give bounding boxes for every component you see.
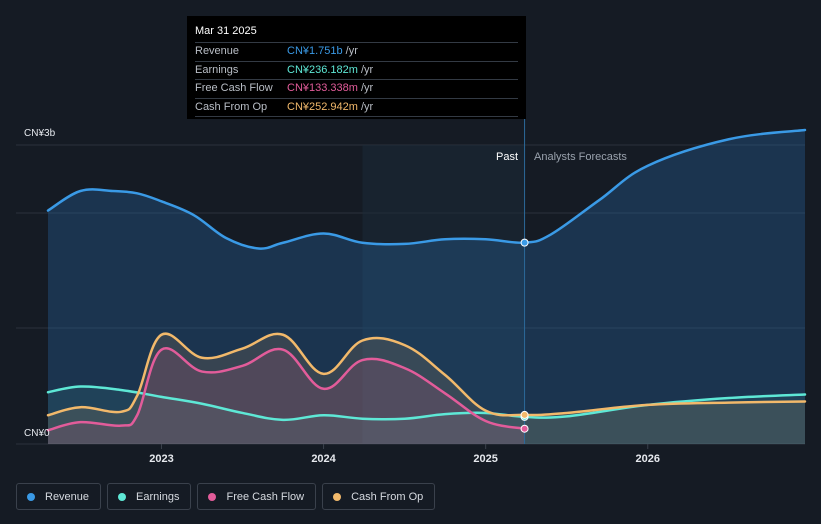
free-cash-flow-marker — [520, 424, 529, 433]
tooltip-label: Earnings — [195, 63, 239, 76]
legend-label: Free Cash Flow — [226, 490, 305, 503]
past-highlight-band — [362, 145, 525, 444]
cash-from-op-area — [48, 333, 805, 444]
tooltip-row-free-cash-flow: Free Cash Flow CN¥133.338m /yr — [195, 80, 518, 99]
x-tick-label: 2026 — [636, 453, 660, 465]
tooltip-label: Free Cash Flow — [195, 82, 273, 94]
legend-item-cash-from-op[interactable]: Cash From Op — [322, 483, 436, 510]
revenue-dot-icon — [27, 492, 35, 501]
free-cash-flow-area — [48, 348, 525, 444]
legend-item-earnings[interactable]: Earnings — [107, 483, 192, 510]
series-lines — [46, 128, 807, 432]
tooltip-value: CN¥236.182m — [287, 63, 358, 76]
tooltip-label: Cash From Op — [195, 100, 268, 113]
series-areas — [48, 130, 805, 445]
free-cash-flow-dot-icon — [208, 492, 217, 501]
y-axis-top-label: CN¥3b — [24, 128, 56, 139]
tooltip-row-revenue: Revenue CN¥1.751b /yr — [195, 43, 518, 62]
x-tick-label: 2024 — [311, 453, 336, 465]
tooltip-unit: /yr — [360, 63, 374, 76]
legend-item-free-cash-flow[interactable]: Free Cash Flow — [197, 483, 317, 510]
x-axis-ticks: 2023 2024 2025 2026 — [149, 444, 660, 465]
tooltip-unit: /yr — [360, 82, 374, 94]
legend-label: Revenue — [45, 490, 90, 503]
legend-label: Earnings — [136, 490, 180, 503]
revenue-marker — [520, 238, 529, 247]
cash-from-op-dot-icon — [333, 492, 342, 501]
tooltip-value: CN¥1.751b — [287, 45, 343, 57]
tooltip-row-earnings: Earnings CN¥236.182m /yr — [195, 62, 518, 80]
tooltip-unit: /yr — [345, 45, 358, 57]
legend-item-revenue[interactable]: Revenue — [16, 483, 102, 510]
tooltip-label: Revenue — [195, 45, 240, 57]
x-tick-label: 2023 — [149, 453, 173, 465]
earnings-area — [48, 386, 805, 444]
tooltip-unit: /yr — [360, 100, 374, 113]
earnings-line — [46, 385, 807, 422]
revenue-line — [46, 128, 807, 250]
tooltip-value: CN¥133.338m — [287, 82, 358, 94]
x-tick-label: 2025 — [473, 453, 497, 465]
forecast-label: Analysts Forecasts — [534, 151, 627, 163]
tooltip-date: Mar 31 2025 — [195, 24, 518, 43]
tooltip-markers — [520, 238, 529, 433]
earnings-dot-icon — [118, 492, 127, 501]
free-cash-flow-line — [46, 347, 526, 432]
legend-label: Cash From Op — [351, 490, 424, 503]
past-label: Past — [496, 151, 518, 163]
tooltip-value: CN¥252.942m — [287, 100, 358, 113]
y-axis-bottom-label: CN¥0 — [24, 428, 50, 439]
cash-from-op-line — [46, 332, 807, 417]
cash-from-op-marker — [520, 410, 529, 419]
legend: Revenue Earnings Free Cash Flow Cash Fro… — [16, 483, 436, 510]
revenue-area — [48, 130, 805, 445]
tooltip-row-cash-from-op: Cash From Op CN¥252.942m /yr — [195, 99, 518, 117]
tooltip: Mar 31 2025 Revenue CN¥1.751b /yr Earnin… — [187, 16, 526, 119]
